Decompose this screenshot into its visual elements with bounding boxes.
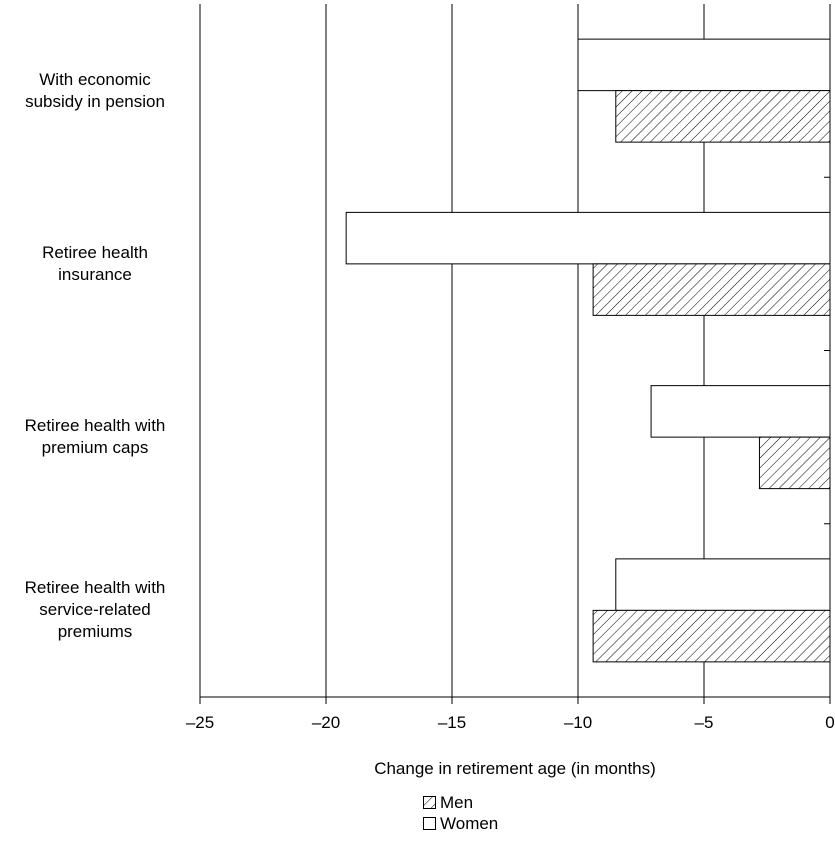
bar-women (345, 211, 831, 265)
legend-label-women: Women (440, 814, 499, 833)
x-tick-label: 0 (825, 713, 834, 732)
category-label: Retiree health insurance (42, 242, 148, 284)
x-tick-label: –10 (564, 713, 592, 732)
legend-swatch-women (423, 817, 436, 830)
x-tick-label: –15 (438, 713, 466, 732)
legend-item-men: Men (423, 793, 473, 813)
bar-men (615, 90, 831, 143)
bar-women (577, 38, 831, 92)
category-label: Retiree health with service-related prem… (24, 578, 166, 642)
category-label: With economic subsidy in pension (25, 69, 165, 111)
x-axis-label: Change in retirement age (in months) (374, 759, 656, 778)
legend-item-women: Women (423, 814, 498, 834)
bar-women (615, 558, 831, 611)
category-label: Retiree health with premium caps (24, 416, 166, 458)
x-tick-label: –5 (695, 713, 714, 732)
legend-label-men: Men (440, 793, 474, 812)
bar-men (592, 263, 831, 316)
legend-swatch-men (423, 796, 436, 809)
bar-men (592, 609, 831, 663)
bar-men (758, 436, 831, 490)
x-tick-label: –25 (186, 713, 214, 732)
x-tick-label: –20 (312, 713, 340, 732)
bar-women (650, 385, 831, 438)
